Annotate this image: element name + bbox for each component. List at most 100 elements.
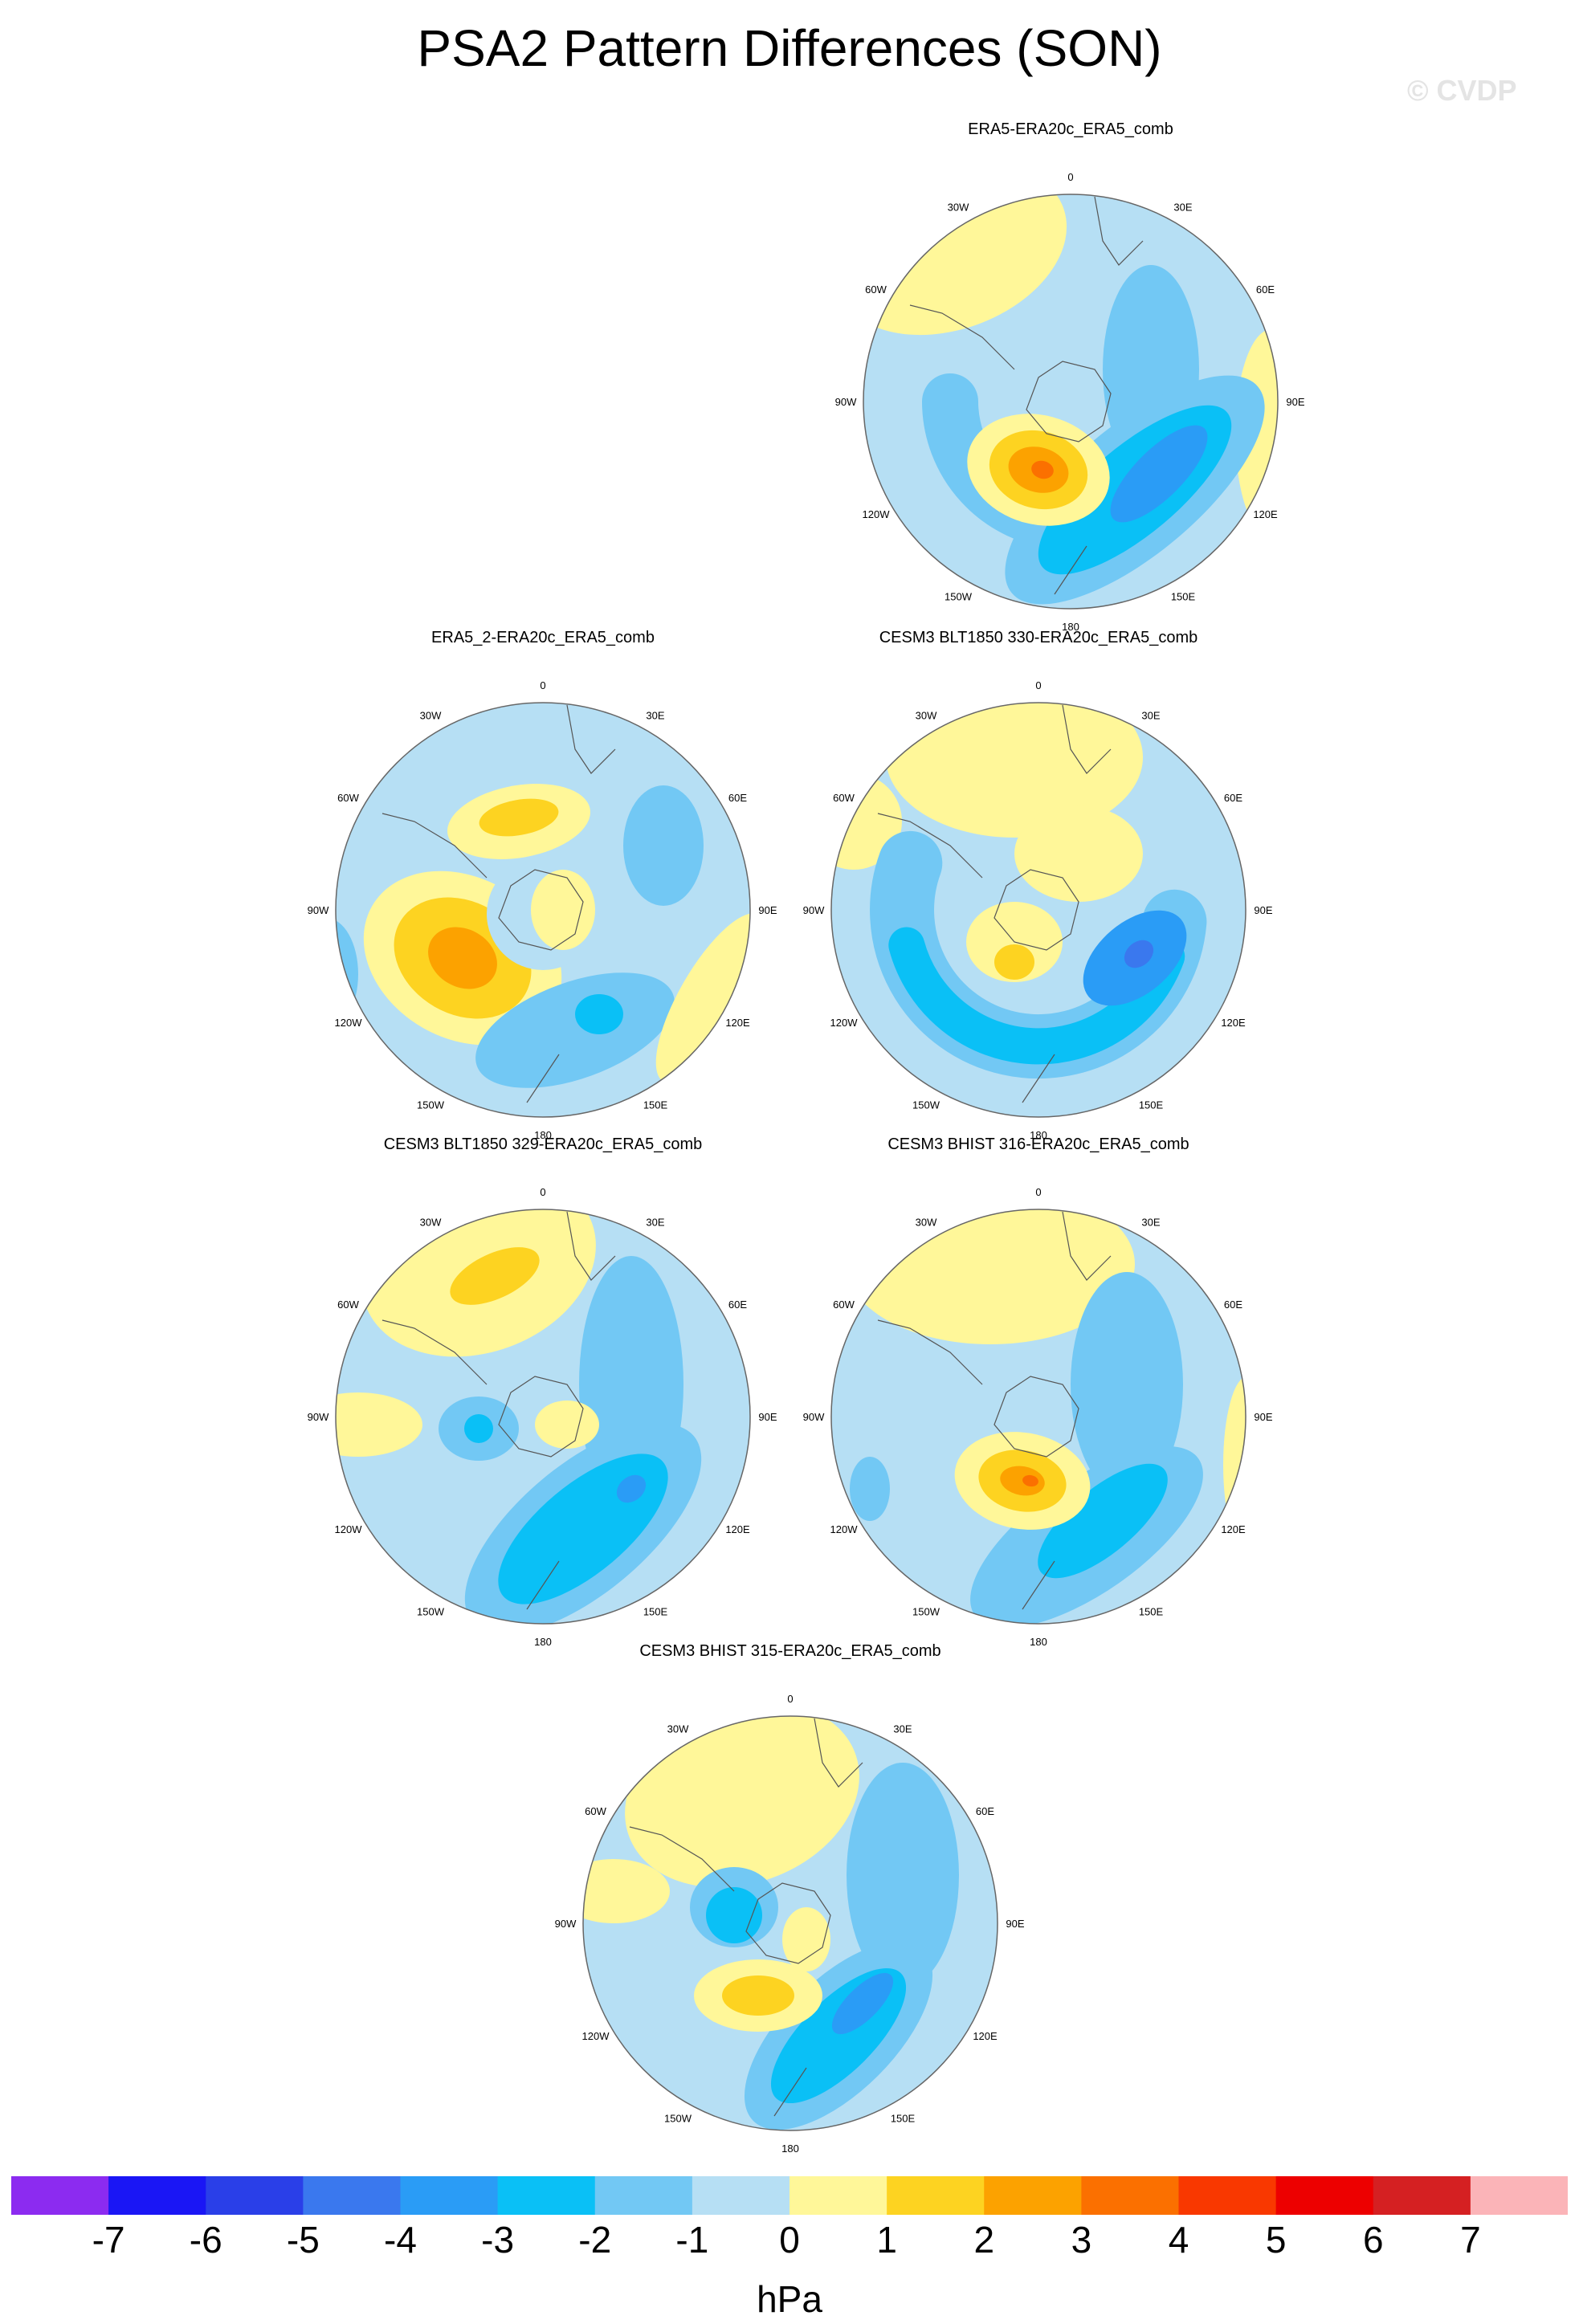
graticule-label: 60E <box>1256 283 1275 296</box>
map-panel-bhist-316: CESM3 BHIST 316-ERA20c_ERA5_comb 0 30E 60E… <box>790 1135 1287 1666</box>
colorbar-swatch <box>400 2176 499 2215</box>
figure-title: PSA2 Pattern Differences (SON) <box>417 19 1162 77</box>
graticule-label: 0 <box>1035 679 1041 691</box>
graticule-label: 180 <box>781 2143 799 2155</box>
graticule-label: 60W <box>833 1299 855 1311</box>
panel-title: ERA5-ERA20c_ERA5_comb <box>968 120 1173 138</box>
graticule-label: 60W <box>833 792 855 804</box>
graticule-label: 90E <box>758 904 777 916</box>
positive-anomaly <box>994 944 1034 980</box>
panel-title: CESM3 BLT1850 330-ERA20c_ERA5_comb <box>879 629 1198 646</box>
graticule-label: 90W <box>308 904 329 916</box>
graticule-label: 120W <box>335 1523 363 1535</box>
graticule-label: 180 <box>1030 1636 1047 1648</box>
map-border <box>830 702 1246 1118</box>
graticule-label: 60E <box>1224 1299 1242 1311</box>
africa-coastline <box>566 1211 616 1281</box>
graticule-label: 150W <box>664 2113 692 2125</box>
negative-anomaly <box>616 1474 647 1503</box>
positive-anomaly <box>535 1401 599 1449</box>
graticule-label: 90W <box>803 1411 825 1423</box>
map-panel-blt1850-330: CESM3 BLT1850 330-ERA20c_ERA5_comb 0 30E 6… <box>790 629 1287 1159</box>
polar-map: 0 30E 60E 90E 120E 150E 180 150W 120W 90W 60W 30W <box>803 1186 1273 1648</box>
negative-anomaly <box>888 927 1185 1065</box>
graticule-label: 30E <box>1141 710 1160 722</box>
negative-anomaly <box>831 1972 894 2035</box>
polar-map: 0 30E 60E 90E 120E 150E 180 150W 120W 90W 60W 30W <box>308 679 777 1141</box>
map-border <box>582 1715 998 2131</box>
colorbar-swatch <box>594 2176 693 2215</box>
graticule-label: 150W <box>912 1099 940 1111</box>
colorbar-swatch <box>1275 2176 1374 2215</box>
colorbar-tick-label: -1 <box>675 2219 709 2261</box>
negative-anomaly <box>850 1457 890 1521</box>
new-zealand-coastline <box>1022 1560 1055 1610</box>
polar-map: 0 30E 60E 90E 120E 150E 180 150W 120W 90W 60W 30W <box>803 679 1273 1141</box>
map-border <box>335 1209 751 1625</box>
graticule-label: 30E <box>646 1217 664 1229</box>
south-america-coastline <box>877 813 983 879</box>
colorbar-tick-label: 4 <box>1168 2219 1189 2261</box>
graticule-label: 0 <box>1035 1186 1041 1198</box>
negative-anomaly <box>847 1763 959 1988</box>
graticule-label: 150W <box>945 591 973 603</box>
graticule-label: 30W <box>667 1723 689 1735</box>
positive-anomaly <box>1235 329 1278 538</box>
negative-anomaly <box>464 1414 493 1443</box>
graticule-label: 30E <box>1173 202 1192 214</box>
graticule-label: 90E <box>1254 1411 1272 1423</box>
negative-anomaly <box>1038 1463 1168 1579</box>
graticule-label: 120E <box>1221 1017 1246 1029</box>
graticule-label: 120E <box>973 2030 998 2042</box>
new-zealand-coastline <box>526 1054 560 1103</box>
south-america-coastline <box>381 1319 488 1385</box>
map-panel-era5: ERA5-ERA20c_ERA5_comb 0 30E 60E 90E 120E 150E… <box>822 120 1320 650</box>
graticule-label: 180 <box>1030 1129 1047 1141</box>
colorbar-swatch <box>206 2176 304 2215</box>
positive-anomaly <box>479 798 559 837</box>
south-america-coastline <box>381 813 488 879</box>
graticule-label: 90W <box>308 1411 329 1423</box>
graticule-label: 120E <box>1253 508 1278 520</box>
graticule-label: 90E <box>1254 904 1272 916</box>
colorbar-units-label: hPa <box>757 2278 822 2320</box>
graticule-label: 150W <box>417 1099 445 1111</box>
positive-anomaly <box>782 1907 830 1971</box>
antarctica-coastline <box>994 869 1079 951</box>
colorbar-tick-label: -5 <box>286 2219 320 2261</box>
negative-anomaly <box>1110 425 1208 523</box>
graticule-label: 60E <box>976 1805 994 1817</box>
antarctica-coastline <box>994 1376 1079 1458</box>
positive-anomaly <box>625 1716 859 1888</box>
graticule-label: 30W <box>420 1217 442 1229</box>
south-america-coastline <box>909 304 1015 370</box>
map-panel-bhist-315: CESM3 BHIST 315-ERA20c_ERA5_comb 0 30E 60E… <box>541 1642 1039 2172</box>
graticule-label: 60E <box>728 1299 747 1311</box>
graticule-label: 120W <box>830 1523 859 1535</box>
cvdp-watermark: © CVDP <box>1407 74 1517 107</box>
positive-anomaly <box>450 1247 540 1305</box>
negative-anomaly <box>706 1887 762 1943</box>
colorbar-tick-label: 7 <box>1460 2219 1481 2261</box>
positive-anomaly <box>1000 1466 1045 1496</box>
colorbar-swatch <box>1373 2176 1471 2215</box>
colorbar-tick-label: -4 <box>384 2219 417 2261</box>
colorbar-swatch <box>790 2176 887 2215</box>
new-zealand-coastline <box>1054 545 1087 595</box>
colorbar-swatch <box>1081 2176 1180 2215</box>
negative-anomaly <box>336 918 358 1030</box>
graticule-label: 120E <box>725 1017 750 1029</box>
negative-anomaly <box>1071 1272 1183 1497</box>
new-zealand-coastline <box>1022 1054 1055 1103</box>
antarctica-coastline <box>498 1376 584 1458</box>
positive-anomaly <box>531 870 595 950</box>
positive-anomaly <box>655 913 750 1083</box>
positive-anomaly <box>722 1975 794 2016</box>
polar-map: 0 30E 60E 90E 120E 150E 180 150W 120W 90W 60W 30W <box>835 171 1305 633</box>
map-panel-blt1850-329: CESM3 BLT1850 329-ERA20c_ERA5_comb 0 30E 6… <box>294 1135 792 1666</box>
positive-anomaly <box>336 1392 422 1457</box>
south-america-coastline <box>877 1319 983 1385</box>
polar-map: 0 30E 60E 90E 120E 150E 180 150W 120W 90W 60W 30W <box>555 1693 1025 2155</box>
colorbar-tick-label: -3 <box>481 2219 515 2261</box>
graticule-label: 30W <box>916 710 937 722</box>
